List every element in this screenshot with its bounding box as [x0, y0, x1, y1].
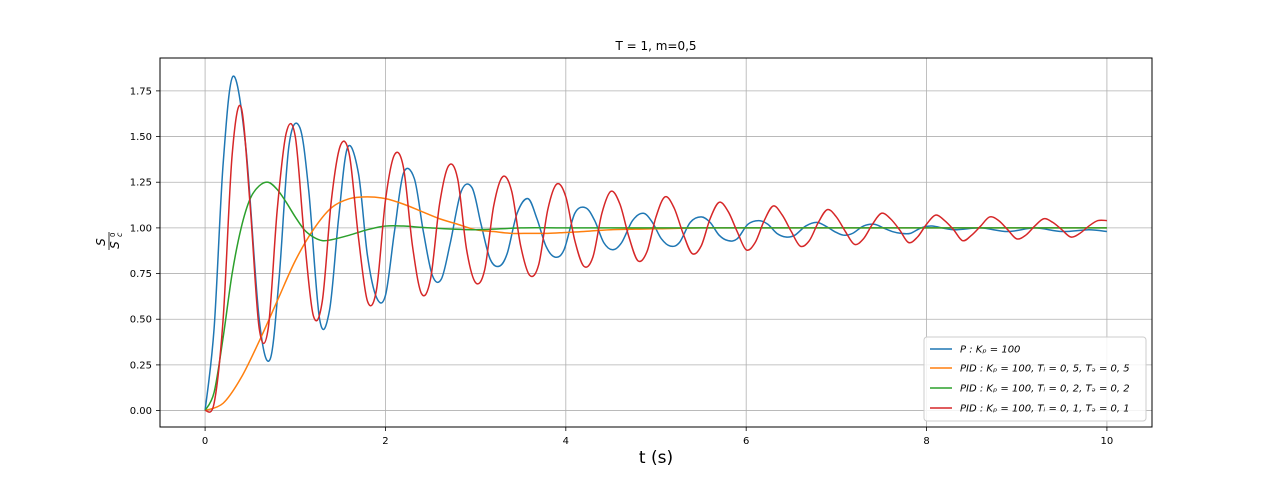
x-tick-label: 4 — [563, 436, 569, 447]
legend: P : Kₚ = 100 PID : Kₚ = 100, Tᵢ = 0, 5, … — [923, 336, 1147, 422]
x-tick-label: 0 — [202, 436, 208, 447]
y-axis-label: S S c 0 — [94, 232, 124, 250]
legend-label-pid-05: PID : Kₚ = 100, Tᵢ = 0, 5, Tₔ = 0, 5 — [960, 364, 1130, 375]
y-tick-label: 1.25 — [130, 178, 152, 189]
x-tick-label: 8 — [923, 436, 929, 447]
legend-label-pid-01: PID : Kₚ = 100, Tᵢ = 0, 1, Tₔ = 0, 1 — [960, 404, 1130, 415]
legend-box — [923, 336, 1147, 422]
y-tick-label: 0.00 — [130, 406, 152, 417]
x-tick-label: 6 — [743, 436, 749, 447]
series-line-pid-02 — [204, 181, 1107, 411]
series-layer — [204, 75, 1107, 413]
x-tick-label: 10 — [1101, 436, 1114, 447]
legend-label-p: P : Kₚ = 100 — [960, 345, 1020, 356]
y-tick-label: 0.50 — [130, 315, 152, 326]
y-tick-label: 1.75 — [130, 86, 152, 97]
x-tick-label: 2 — [382, 436, 388, 447]
x-ticks: 0 2 4 6 8 10 — [202, 427, 1113, 447]
y-tick-label: 0.25 — [130, 360, 152, 371]
y-axis-label-den-superscript: 0 — [109, 233, 117, 237]
legend-label-pid-02: PID : Kₚ = 100, Tᵢ = 0, 2, Tₔ = 0, 2 — [960, 384, 1130, 395]
y-axis-label-denominator: S — [108, 241, 122, 249]
y-ticks: 0.00 0.25 0.50 0.75 1.00 1.25 1.50 1.75 — [130, 86, 160, 417]
y-tick-label: 1.50 — [130, 132, 152, 143]
x-axis-label: t (s) — [639, 448, 673, 468]
y-axis-label-den-subscript: c — [115, 232, 124, 237]
series-line-p — [204, 75, 1107, 411]
chart-title: T = 1, m=0,5 — [614, 39, 696, 53]
y-tick-label: 1.00 — [130, 223, 152, 234]
series-line-pid-01 — [204, 104, 1107, 413]
plot-frame — [159, 57, 1153, 428]
y-tick-label: 0.75 — [130, 269, 152, 280]
y-axis-label-numerator: S — [94, 238, 108, 246]
